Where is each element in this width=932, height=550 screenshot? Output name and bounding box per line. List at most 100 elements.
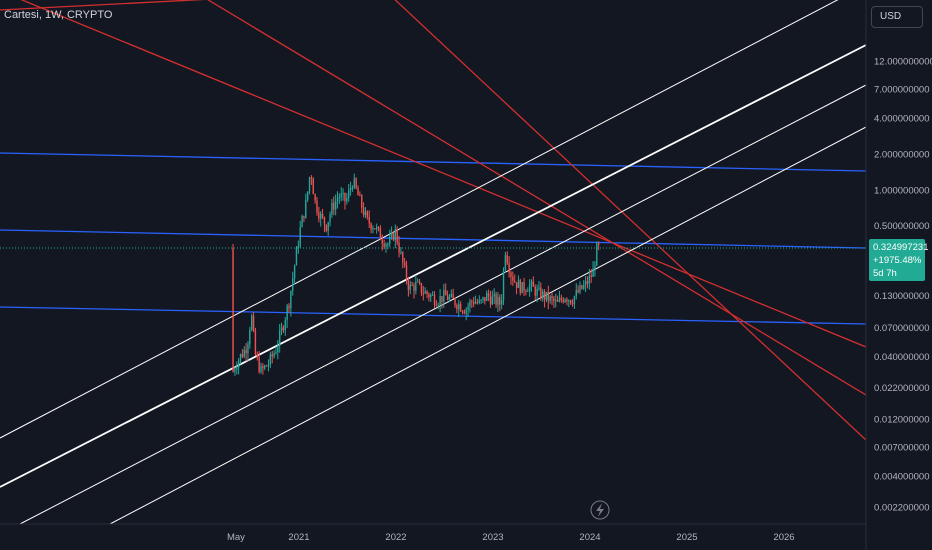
candle-body: [267, 364, 270, 367]
last-price-label: 0.324997231 +1975.48% 5d 7h: [869, 239, 928, 281]
candle-body: [556, 300, 559, 302]
candle-body: [349, 188, 352, 190]
candle-body: [435, 304, 438, 306]
candle-body: [536, 288, 538, 296]
candle-body: [413, 285, 415, 291]
candle-body: [312, 178, 314, 195]
candle-body: [510, 272, 512, 277]
candle-body: [252, 315, 255, 331]
trend-line: [19, 84, 866, 524]
candle-body: [547, 291, 549, 301]
candle-body: [351, 187, 354, 189]
candle-body: [258, 357, 260, 372]
candle-body: [232, 248, 234, 372]
candle-body: [474, 301, 477, 304]
candle-body: [566, 299, 568, 302]
candle-body: [362, 207, 365, 216]
candle-body: [389, 236, 391, 245]
candle-body: [555, 300, 557, 302]
candle-body: [456, 305, 458, 310]
candle-body: [370, 223, 372, 230]
candle-body: [527, 291, 529, 293]
time-axis[interactable]: May 2021 2022 2023 2024 2025 2026: [227, 532, 795, 543]
candle-body: [454, 298, 456, 306]
candle-body: [250, 315, 253, 330]
trend-line: [0, 152, 866, 172]
candle-body: [500, 299, 503, 305]
candle-body: [523, 282, 525, 291]
candle-body: [426, 291, 428, 295]
currency-button[interactable]: USD: [871, 6, 923, 28]
candle-body: [424, 291, 426, 294]
candle-body: [590, 275, 592, 277]
candle-body: [504, 255, 507, 270]
candle-body: [398, 242, 400, 253]
candle-body: [499, 297, 501, 305]
candle-body: [525, 290, 527, 292]
trend-line: [20, 0, 866, 348]
candle-body: [592, 268, 594, 277]
candle-body: [353, 178, 355, 188]
candle-body: [310, 177, 313, 179]
price-tick-label: 0.130000000: [874, 291, 929, 302]
price-tick-label: 7.000000000: [874, 84, 929, 95]
candle-body: [329, 214, 331, 222]
candle-body: [372, 228, 374, 230]
candle-body: [583, 284, 585, 289]
candle-body: [458, 303, 460, 310]
chart-title: Cartesi, 1W, CRYPTO: [4, 9, 113, 21]
candle-body: [293, 265, 296, 279]
price-tick-label: 0.040000000: [874, 352, 929, 363]
candle-body: [476, 301, 479, 303]
candle-body: [237, 360, 240, 368]
candle-body: [396, 228, 398, 243]
candle-body: [292, 278, 294, 291]
candle-body: [256, 354, 258, 358]
candle-body: [282, 327, 285, 331]
candle-body: [243, 349, 245, 357]
candle-body: [264, 365, 266, 369]
candle-body: [431, 294, 434, 296]
candle-body: [254, 330, 257, 355]
candle-body: [541, 291, 544, 299]
trend-line: [207, 0, 866, 396]
trend-line: [394, 0, 866, 441]
candle-body: [288, 305, 290, 309]
candle-body: [295, 248, 298, 266]
trend-line: [109, 126, 866, 524]
candle-body: [540, 287, 542, 299]
trend-line: [0, 0, 839, 439]
candle-body: [428, 294, 430, 298]
lightning-icon[interactable]: [590, 500, 610, 520]
candle-body: [597, 243, 600, 245]
candle-body: [383, 243, 385, 247]
candle-body: [514, 280, 516, 283]
candle-body: [387, 244, 389, 246]
candle-body: [366, 211, 369, 217]
trend-line: [0, 229, 866, 249]
candle-body: [465, 309, 467, 314]
candle-body: [278, 330, 281, 346]
candle-body: [409, 284, 411, 290]
candle-body: [491, 296, 494, 305]
candle-body: [596, 243, 598, 266]
candle-body: [411, 284, 413, 286]
price-tick-label: 0.004000000: [874, 472, 929, 483]
candle-body: [405, 264, 408, 280]
candle-body: [357, 187, 359, 196]
candle-body: [543, 291, 546, 300]
candle-body: [277, 345, 279, 353]
candle-body: [577, 290, 579, 293]
candle-body: [430, 294, 432, 298]
candle-body: [443, 289, 445, 302]
candle-body: [321, 213, 324, 218]
trendline-drawings: [0, 0, 866, 524]
candle-body: [579, 285, 581, 293]
candle-body: [331, 203, 333, 215]
time-tick-label: May: [227, 532, 245, 543]
candle-body: [553, 298, 555, 302]
candle-body: [545, 291, 548, 300]
candle-body: [478, 300, 480, 303]
price-axis[interactable]: 12.000000000 7.000000000 4.000000000 2.0000…: [874, 57, 932, 514]
